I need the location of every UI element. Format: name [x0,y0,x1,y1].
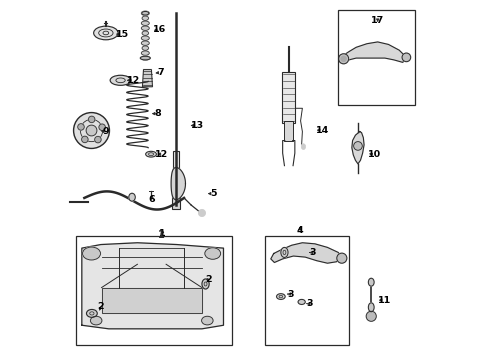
Circle shape [82,136,88,143]
Text: 1: 1 [159,229,166,238]
FancyBboxPatch shape [172,178,180,209]
Text: 4: 4 [296,226,303,235]
Ellipse shape [91,316,102,325]
Text: 17: 17 [371,15,384,24]
Circle shape [86,125,97,136]
Text: 12: 12 [126,76,140,85]
Polygon shape [101,288,202,314]
FancyBboxPatch shape [173,151,179,180]
Text: 9: 9 [102,127,109,136]
Ellipse shape [205,248,220,259]
Text: 5: 5 [210,189,217,198]
Text: 16: 16 [153,25,166,34]
Polygon shape [342,42,406,62]
Text: 8: 8 [155,109,162,118]
Ellipse shape [141,56,149,60]
Ellipse shape [142,12,149,15]
Ellipse shape [142,46,148,50]
Text: 3: 3 [287,289,294,298]
Bar [76,235,232,345]
Bar [265,235,349,345]
Circle shape [99,124,105,130]
Text: 12: 12 [155,150,169,159]
Ellipse shape [141,51,149,55]
Text: 14: 14 [316,126,329,135]
Text: 11: 11 [377,296,391,305]
FancyBboxPatch shape [284,121,294,140]
Circle shape [198,210,205,217]
Ellipse shape [141,11,149,15]
Ellipse shape [202,279,209,289]
Ellipse shape [82,247,100,260]
Circle shape [366,311,376,321]
Text: 6: 6 [149,195,155,204]
Ellipse shape [368,303,374,312]
Ellipse shape [141,26,149,30]
Text: 1: 1 [158,230,165,239]
Circle shape [95,136,101,143]
Text: 7: 7 [157,68,164,77]
Text: 2: 2 [205,275,211,284]
Ellipse shape [142,31,148,35]
Ellipse shape [142,16,148,21]
Text: 3: 3 [309,248,316,257]
Circle shape [78,124,84,130]
Circle shape [337,253,347,263]
Ellipse shape [129,193,135,201]
Circle shape [88,116,95,123]
Ellipse shape [368,278,374,286]
Ellipse shape [87,310,97,318]
Text: 2: 2 [98,302,104,311]
Ellipse shape [301,144,306,149]
Circle shape [354,141,362,150]
Circle shape [341,56,346,61]
FancyBboxPatch shape [282,72,295,123]
Ellipse shape [201,316,213,325]
Circle shape [74,113,109,148]
Circle shape [402,53,411,62]
Ellipse shape [141,41,149,45]
Ellipse shape [141,21,149,25]
Ellipse shape [94,26,118,40]
Ellipse shape [110,75,131,85]
Text: 10: 10 [368,150,381,159]
Bar [338,10,416,105]
Text: 3: 3 [306,299,313,308]
Ellipse shape [281,247,288,257]
Ellipse shape [298,300,305,305]
Polygon shape [143,69,152,87]
Ellipse shape [141,36,149,40]
Polygon shape [271,243,342,263]
Ellipse shape [140,56,150,60]
Text: 15: 15 [116,30,129,39]
Polygon shape [82,243,223,329]
Polygon shape [352,132,364,164]
Text: 13: 13 [191,121,204,130]
Ellipse shape [276,294,285,300]
Ellipse shape [146,151,156,157]
Polygon shape [171,167,186,200]
Circle shape [339,54,349,64]
